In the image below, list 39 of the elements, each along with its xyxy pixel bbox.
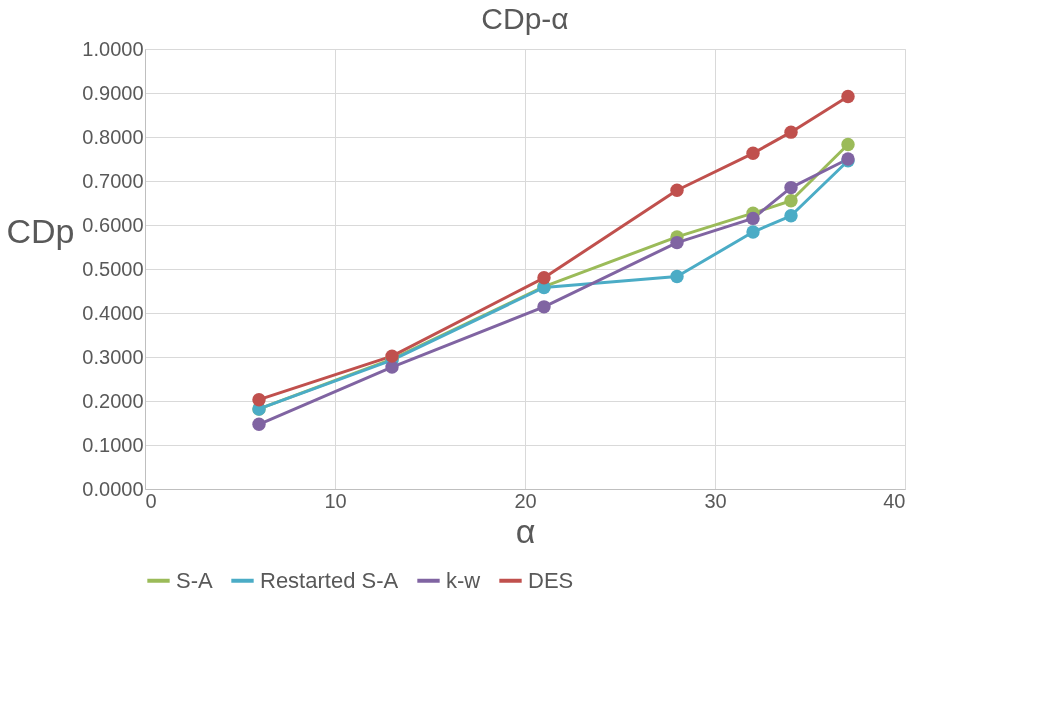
point [784, 180, 798, 195]
x-tick-label: 30 [704, 489, 727, 512]
point [784, 209, 798, 223]
y-tick-label: 0.5000 [82, 257, 144, 280]
point [841, 137, 855, 152]
x-tick-label: 40 [883, 489, 906, 512]
point [746, 211, 760, 226]
y-tick-label: 0.6000 [82, 213, 144, 236]
y-tick-label: 0.9000 [82, 81, 144, 104]
point [670, 269, 684, 284]
point [537, 300, 551, 314]
x-tick-label: 10 [324, 489, 347, 512]
point [784, 125, 798, 139]
y-tick-label: 0.4000 [82, 301, 144, 324]
y-tick-label: 1.0000 [82, 37, 144, 60]
x-axis-title: α [515, 511, 536, 550]
y-tick-label: 0.7000 [82, 169, 144, 192]
legend-label: DES [528, 567, 574, 593]
y-tick-label: 0.2000 [82, 389, 144, 412]
point [746, 146, 760, 160]
y-tick-label: 0.3000 [82, 345, 144, 368]
legend-label: Restarted S-A [260, 567, 399, 593]
y-tick-label: 0.8000 [82, 125, 144, 148]
x-tick-label: 20 [514, 489, 537, 512]
legend-label: S-A [176, 567, 213, 593]
y-axis-title: CDp [6, 211, 75, 250]
point [746, 225, 760, 239]
x-tick-label: 0 [145, 489, 157, 512]
point [841, 89, 855, 104]
point [784, 194, 798, 208]
point [537, 271, 551, 285]
point [670, 235, 684, 250]
legend-label: k-w [446, 567, 481, 593]
y-tick-label: 0.0000 [82, 477, 144, 500]
point [252, 417, 266, 432]
chart-title: CDp-α [481, 2, 569, 35]
y-tick-label: 0.1000 [82, 433, 144, 456]
point [252, 392, 266, 407]
point [670, 183, 684, 197]
